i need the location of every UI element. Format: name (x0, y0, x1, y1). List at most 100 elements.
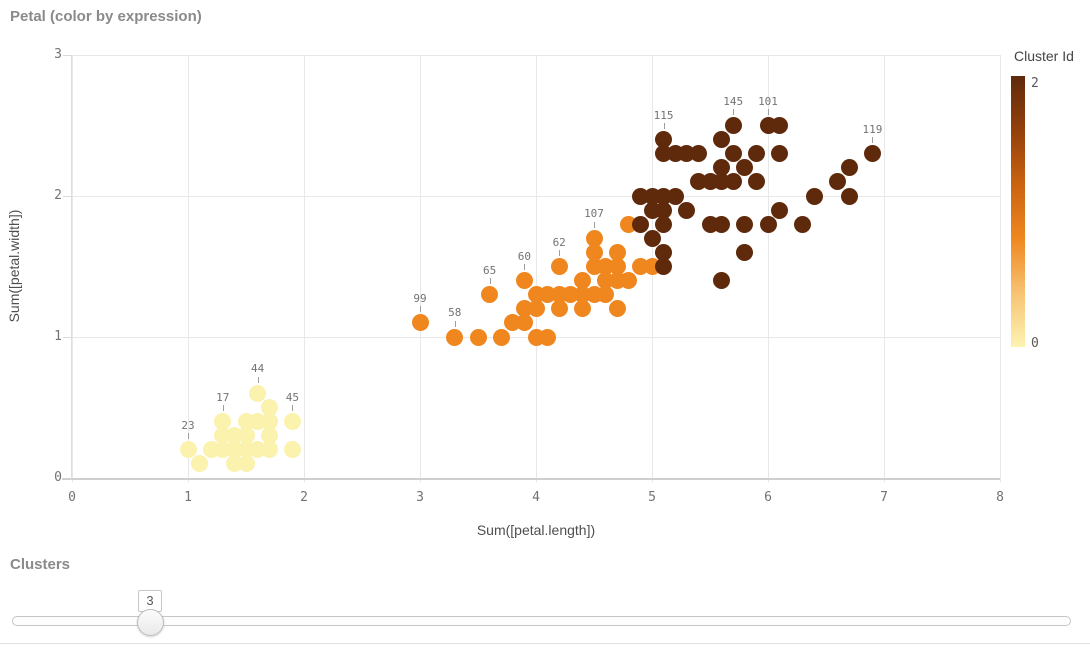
gridline (768, 55, 769, 482)
point-label-leader (420, 306, 421, 313)
data-point[interactable] (608, 300, 626, 318)
data-point[interactable] (446, 328, 464, 346)
y-tick-label: 0 (54, 470, 62, 485)
data-point[interactable] (759, 215, 777, 233)
data-point[interactable] (678, 201, 696, 219)
data-point[interactable] (260, 441, 278, 459)
point-label-leader (222, 405, 224, 412)
data-point[interactable] (260, 399, 278, 416)
y-axis-tick (63, 196, 72, 197)
chart-title: Petal (color by expression) (10, 8, 202, 25)
x-tick-label: 8 (996, 490, 1004, 505)
data-point[interactable] (527, 300, 545, 318)
data-point[interactable] (260, 427, 278, 445)
data-point[interactable] (840, 187, 858, 205)
data-point[interactable] (249, 384, 267, 402)
data-point[interactable] (585, 243, 603, 261)
point-label: 101 (758, 94, 778, 108)
data-point[interactable] (666, 187, 684, 205)
data-point[interactable] (179, 441, 197, 459)
data-point[interactable] (747, 145, 765, 163)
data-point[interactable] (597, 286, 615, 304)
data-point[interactable] (237, 455, 255, 473)
data-point[interactable] (515, 272, 533, 290)
data-point[interactable] (713, 272, 731, 290)
point-label: 65 (482, 263, 497, 277)
data-point[interactable] (608, 258, 626, 275)
data-point[interactable] (283, 413, 301, 431)
data-point[interactable] (631, 215, 649, 233)
gridline (304, 55, 305, 482)
data-point[interactable] (643, 229, 661, 247)
point-label-leader (733, 109, 735, 115)
data-point[interactable] (736, 215, 754, 233)
data-point[interactable] (771, 145, 789, 163)
data-point[interactable] (713, 215, 731, 233)
data-point[interactable] (608, 243, 626, 261)
data-point[interactable] (736, 243, 754, 261)
data-point[interactable] (411, 314, 429, 332)
point-label: 45 (285, 390, 300, 404)
legend-gradient-bar (1011, 76, 1025, 347)
point-label: 115 (653, 108, 674, 122)
data-point[interactable] (237, 427, 255, 445)
gridline (72, 55, 73, 482)
data-point[interactable] (736, 159, 754, 177)
data-point[interactable] (840, 159, 858, 177)
data-point[interactable] (724, 145, 742, 163)
data-point[interactable] (724, 117, 742, 134)
data-point[interactable] (620, 272, 638, 290)
x-tick-label: 2 (300, 490, 308, 505)
data-point[interactable] (747, 173, 765, 191)
gridline (188, 55, 189, 482)
data-point[interactable] (829, 173, 847, 191)
data-point[interactable] (713, 159, 731, 177)
point-label-leader (489, 278, 491, 285)
data-point[interactable] (573, 272, 591, 290)
data-point[interactable] (481, 286, 499, 304)
gridline (1000, 55, 1001, 482)
data-point[interactable] (515, 314, 533, 332)
data-point[interactable] (713, 131, 731, 149)
data-point[interactable] (724, 173, 742, 191)
legend-max-label: 2 (1031, 76, 1039, 91)
data-point[interactable] (573, 300, 591, 318)
point-label-leader (257, 376, 259, 383)
y-axis-line (71, 55, 72, 479)
x-tick-label: 4 (532, 490, 540, 505)
data-point[interactable] (655, 243, 673, 261)
point-label: 119 (862, 122, 883, 136)
gridline (72, 196, 1000, 197)
point-label-leader (594, 221, 595, 228)
data-point[interactable] (771, 117, 789, 134)
data-point[interactable] (863, 145, 881, 163)
data-point[interactable] (655, 201, 673, 219)
data-point[interactable] (655, 258, 673, 275)
data-point[interactable] (539, 328, 557, 346)
y-tick-label: 1 (54, 329, 62, 344)
data-point[interactable] (550, 258, 568, 275)
point-label-leader (188, 433, 189, 440)
slider-thumb[interactable] (137, 609, 164, 636)
data-point[interactable] (191, 455, 209, 473)
x-axis-line (62, 478, 1000, 480)
data-point[interactable] (689, 145, 707, 163)
data-point[interactable] (771, 201, 789, 219)
data-point[interactable] (283, 441, 301, 459)
point-label: 62 (552, 235, 566, 249)
data-point[interactable] (585, 229, 603, 247)
data-point[interactable] (214, 413, 232, 431)
data-point[interactable] (469, 328, 487, 346)
data-point[interactable] (805, 187, 823, 205)
data-point[interactable] (794, 215, 812, 233)
point-label: 23 (181, 418, 195, 432)
data-point[interactable] (260, 413, 278, 431)
data-point[interactable] (655, 215, 673, 233)
point-label: 60 (517, 249, 532, 263)
slider-track[interactable] (12, 616, 1071, 626)
data-point[interactable] (655, 131, 673, 149)
data-point[interactable] (550, 300, 568, 318)
data-point[interactable] (492, 328, 510, 346)
x-axis-title: Sum([petal.length]) (476, 522, 596, 538)
